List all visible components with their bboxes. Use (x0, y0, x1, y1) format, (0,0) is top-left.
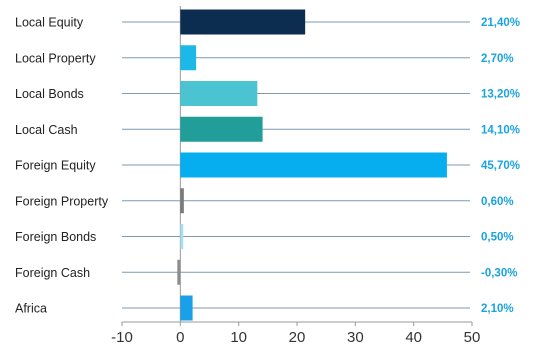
category-label: Local Cash (15, 123, 78, 137)
bars (177, 9, 447, 321)
value-label: 2,70% (481, 53, 514, 65)
x-tick-label: 40 (405, 329, 422, 346)
category-label: Local Property (15, 51, 96, 65)
bar (177, 259, 181, 285)
bar (180, 81, 258, 106)
bar (180, 188, 184, 214)
value-labels: 21,40% 2,70% 13,20% 14,10% 45,70% 0,60% 0,50% -… (481, 17, 520, 315)
category-labels: Local Equity Local Property Local Bonds Loc… (15, 16, 109, 316)
category-label: Foreign Property (15, 194, 109, 208)
category-label: Africa (15, 302, 47, 316)
x-tick-label: 10 (230, 329, 247, 346)
value-label: 0,50% (481, 232, 514, 244)
value-label: 0,60% (481, 196, 514, 208)
bar (180, 152, 447, 178)
bar (180, 9, 306, 35)
x-tick-label: 20 (289, 329, 306, 346)
x-tick-label: 30 (347, 329, 364, 346)
value-label: 14,10% (481, 124, 520, 136)
category-label: Foreign Cash (15, 266, 90, 280)
value-label: 21,40% (481, 17, 520, 29)
category-label: Foreign Bonds (15, 230, 96, 244)
category-label: Foreign Equity (15, 159, 96, 173)
x-tick-label: -10 (111, 329, 133, 346)
bar (180, 224, 184, 249)
category-label: Local Bonds (15, 87, 84, 101)
bar (180, 295, 193, 321)
bar (180, 116, 263, 142)
value-label: 13,20% (481, 89, 520, 101)
value-label: 2,10% (481, 303, 514, 315)
bar (180, 45, 197, 71)
x-tick-label: 0 (176, 329, 184, 346)
value-label: 45,70% (481, 160, 520, 172)
category-label: Local Equity (15, 16, 84, 30)
x-tick-labels: -10 0 10 20 30 40 50 (111, 329, 480, 346)
value-label: -0,30% (481, 267, 517, 279)
x-tick-label: 50 (464, 329, 481, 346)
